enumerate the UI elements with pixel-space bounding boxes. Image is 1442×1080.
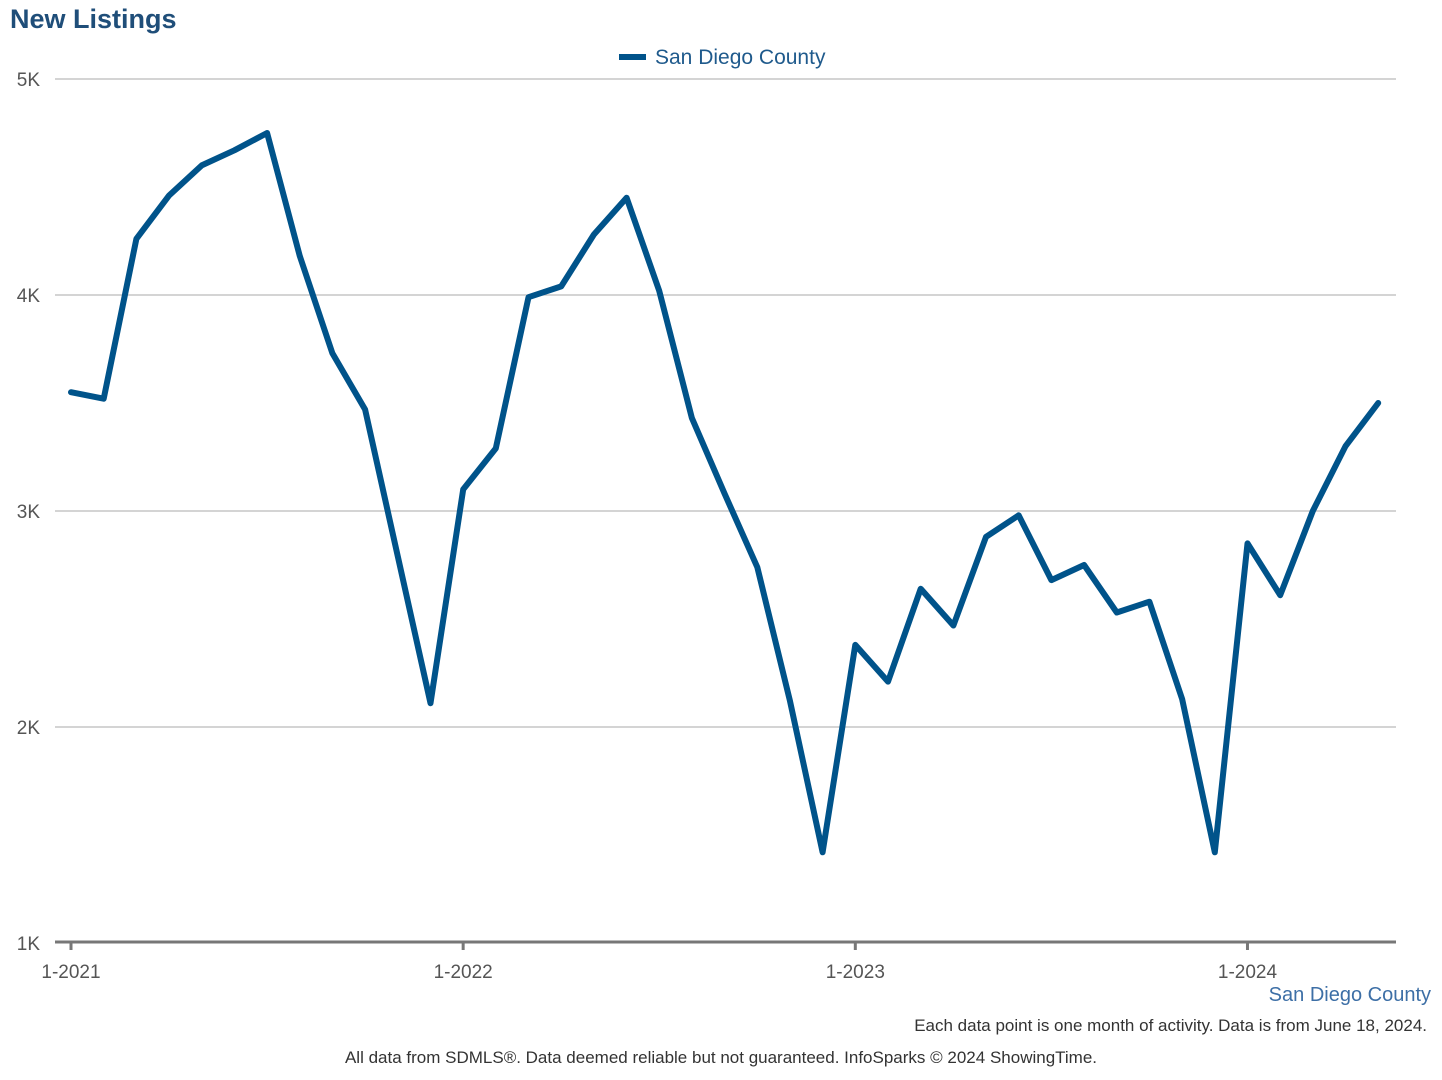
x-tick-label: 1-2021 [41, 962, 100, 983]
x-tick-label: 1-2023 [826, 962, 885, 983]
data-note: Each data point is one month of activity… [914, 1016, 1427, 1035]
data-credit: All data from SDMLS®. Data deemed reliab… [344, 1048, 1098, 1067]
series-line[interactable] [68, 130, 1382, 856]
y-tick-label: 4K [17, 286, 41, 307]
x-tick-label: 1-2024 [1218, 962, 1278, 983]
series-lines [68, 130, 1382, 856]
gridlines [55, 78, 1396, 728]
y-tick-label: 3K [17, 502, 41, 523]
x-axis [55, 940, 1396, 950]
x-axis-tick-labels: 1-2021 1-2022 1-2023 1-2024 [41, 962, 1277, 983]
y-tick-label: 1K [17, 934, 41, 955]
legend-label[interactable]: San Diego County [655, 46, 826, 69]
y-tick-label: 5K [17, 70, 41, 91]
legend[interactable]: San Diego County [619, 46, 826, 69]
x-tick-label: 1-2022 [434, 962, 493, 983]
chart-title: New Listings [10, 4, 177, 34]
y-tick-label: 2K [17, 718, 41, 739]
y-axis-tick-labels: 1K 2K 3K 4K 5K [17, 70, 41, 955]
series-caption: San Diego County [1268, 984, 1431, 1006]
